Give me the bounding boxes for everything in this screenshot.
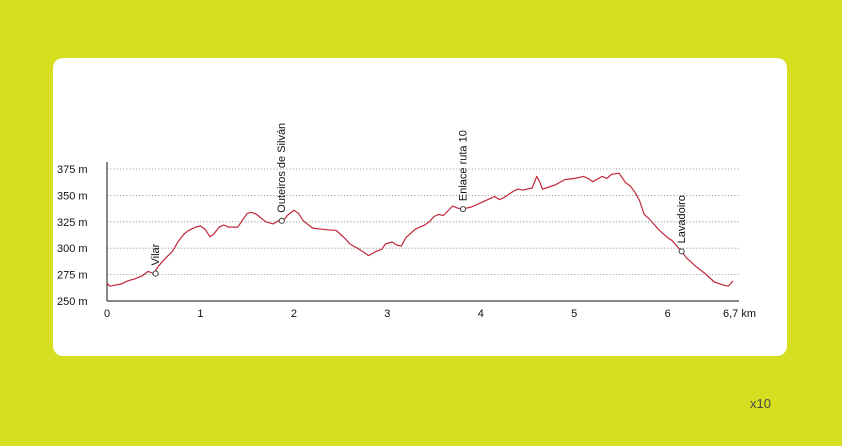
series-layer <box>106 172 734 287</box>
waypoint-label: Enlace ruta 10 <box>458 130 470 201</box>
y-tick-label: 325 m <box>57 217 88 229</box>
x-tick-label: 1 <box>197 308 203 320</box>
grid-lines <box>107 168 739 276</box>
elevation-line <box>106 172 734 287</box>
x-tick-label: 5 <box>571 308 577 320</box>
scale-note: x10 <box>750 396 771 411</box>
axes <box>106 162 739 302</box>
x-tick-label: 6 <box>665 308 671 320</box>
x-tick-label: 2 <box>291 308 297 320</box>
x-tick-label: 6,7 km <box>723 308 756 320</box>
y-tick-label: 275 m <box>57 270 88 282</box>
y-tick-label: 250 m <box>57 296 88 308</box>
y-tick-label: 300 m <box>57 243 88 255</box>
waypoint-label: Outeiros de Silván <box>276 123 288 213</box>
waypoint-marker <box>459 206 467 213</box>
waypoint-label: Vilar <box>150 243 162 265</box>
y-tick-label: 375 m <box>57 164 88 176</box>
x-tick-label: 0 <box>104 308 110 320</box>
waypoint-label: Lavadoiro <box>676 195 688 243</box>
waypoints-layer: Vilar Outeiros de Silván Enlace ruta 10 Lav… <box>150 123 688 277</box>
y-tick-label: 350 m <box>57 190 88 202</box>
waypoint-marker <box>278 217 285 224</box>
elevation-profile-chart: 250 m 275 m 300 m 325 m 350 m 375 m 0 1 2 3 4 5 6 6,… <box>57 123 756 320</box>
chart-card: 250 m 275 m 300 m 325 m 350 m 375 m 0 1 2 3 4 5 6 6,… <box>53 58 787 356</box>
x-tick-label: 4 <box>478 308 484 320</box>
x-tick-label: 3 <box>384 308 390 320</box>
waypoint-marker <box>678 248 685 255</box>
waypoint-marker <box>152 270 159 277</box>
y-tick-labels: 250 m 275 m 300 m 325 m 350 m 375 m <box>57 164 88 308</box>
x-tick-labels: 0 1 2 3 4 5 6 6,7 km <box>104 308 756 320</box>
